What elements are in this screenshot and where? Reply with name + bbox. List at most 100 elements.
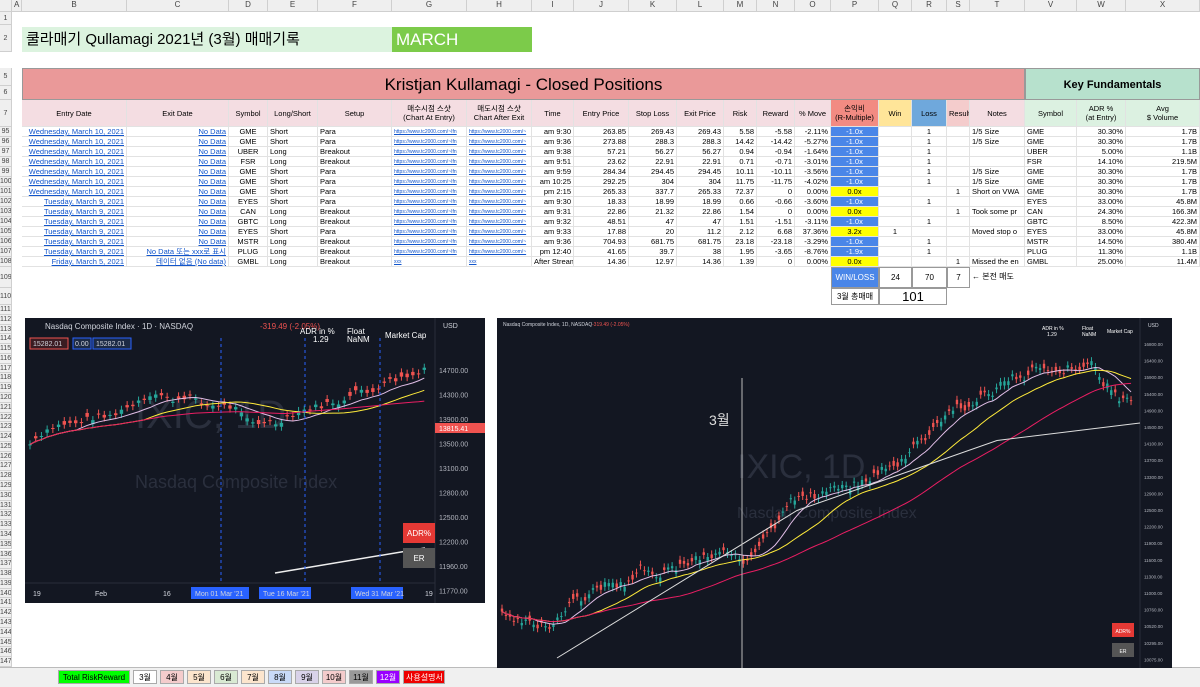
row-header: 144: [0, 627, 12, 638]
cell: EYES: [1025, 227, 1077, 237]
candle: [619, 582, 622, 587]
col-header: D: [229, 0, 268, 12]
sheet-tab[interactable]: 4월: [160, 670, 184, 684]
sheet-tab[interactable]: 사용설명서: [403, 670, 445, 684]
cell: 14.42: [724, 137, 757, 147]
button[interactable]: [403, 548, 435, 568]
candle: [710, 554, 713, 559]
cell: https://www.tc2000.com/~: [467, 217, 532, 227]
row-header: 118: [0, 373, 12, 384]
button[interactable]: [403, 523, 435, 543]
sheet-tab[interactable]: Total RiskReward: [58, 670, 130, 684]
cell: Friday, March 5, 2021: [22, 257, 127, 267]
price-label: 12200.00: [439, 540, 468, 547]
candle: [777, 515, 781, 520]
cell: 0: [757, 187, 795, 197]
price-label: 16800.00: [1144, 342, 1163, 347]
candle: [1121, 395, 1125, 399]
cell: No Data: [127, 147, 229, 157]
cell: 21.32: [629, 207, 677, 217]
candle: [615, 583, 618, 588]
cell: 18.99: [629, 197, 677, 207]
cell: 265.33: [574, 187, 629, 197]
cell: 1/5 Size: [970, 127, 1025, 137]
cell: https://www.tc2000.com/~Ifn: [392, 227, 467, 237]
button-label[interactable]: ER: [1120, 649, 1127, 655]
col-header: I: [532, 0, 574, 12]
row-header: 136: [0, 549, 12, 560]
candle: [765, 532, 769, 534]
sheet-tab[interactable]: 7월: [241, 670, 265, 684]
candle: [979, 390, 982, 395]
cell: No Data: [127, 227, 229, 237]
candle: [199, 403, 204, 405]
sheet-tab[interactable]: 9월: [295, 670, 319, 684]
col-header: F: [318, 0, 392, 12]
price-label: 14900.00: [1144, 408, 1163, 413]
sheet-tab[interactable]: 3월: [133, 670, 157, 684]
price-label: 11770.00: [439, 589, 468, 596]
cell: Para: [318, 187, 392, 197]
candle: [722, 547, 725, 551]
empty-cell: [970, 197, 1025, 207]
cell: GME: [229, 177, 268, 187]
price-label: 12500.00: [1144, 508, 1163, 513]
col-header: X: [1126, 0, 1200, 12]
candle: [623, 586, 626, 592]
cell: Breakout: [318, 257, 392, 267]
cell: Breakout: [318, 157, 392, 167]
annotation: 3월: [709, 412, 730, 428]
row-header: 113: [0, 324, 12, 335]
candle: [51, 428, 55, 430]
candle: [194, 398, 198, 400]
cell: No Data: [127, 167, 229, 177]
candle: [999, 381, 1002, 386]
cell: 22.86: [677, 207, 724, 217]
candle: [627, 580, 630, 582]
header-text: Chart After Exit: [473, 113, 525, 122]
sheet-tab[interactable]: 8월: [268, 670, 292, 684]
candle: [785, 506, 789, 508]
button[interactable]: [1112, 643, 1134, 657]
moving-average: [501, 367, 1132, 625]
sheet-tab[interactable]: 10월: [322, 670, 346, 684]
cell: 14.36: [677, 257, 724, 267]
candle: [659, 577, 662, 583]
candle: [1114, 389, 1117, 393]
candle: [108, 414, 112, 416]
cell: am 9:30: [532, 127, 574, 137]
cell: -1.0x: [831, 197, 879, 207]
cell: 273.88: [574, 137, 629, 147]
button-label[interactable]: ER: [413, 554, 424, 563]
candle: [983, 390, 986, 393]
sheet-tab[interactable]: 11월: [349, 670, 373, 684]
price-label: 14700.00: [439, 368, 468, 375]
col-header: T: [970, 0, 1025, 12]
cell: Para: [318, 177, 392, 187]
candle: [864, 478, 868, 482]
row-header: 121: [0, 402, 12, 413]
sheet-tab[interactable]: 6월: [214, 670, 238, 684]
candle: [714, 553, 717, 555]
button[interactable]: [1112, 623, 1134, 637]
candle: [769, 523, 773, 529]
row-header: 122: [0, 412, 12, 423]
candle: [422, 367, 426, 370]
cell: 0.94: [724, 147, 757, 157]
cell: 38: [677, 247, 724, 257]
candle: [682, 560, 686, 564]
candle: [85, 412, 89, 417]
candle: [971, 405, 974, 407]
button-label[interactable]: ADR%: [1115, 629, 1131, 635]
cell: 1: [912, 217, 947, 227]
price-label: 10075.00: [1144, 657, 1163, 662]
sheet-tab[interactable]: 5월: [187, 670, 211, 684]
candle: [742, 558, 745, 564]
cell: 681.75: [629, 237, 677, 247]
col-header: O: [795, 0, 831, 12]
candle: [556, 617, 559, 620]
cell: xxx: [467, 257, 532, 267]
sheet-tab[interactable]: 12월: [376, 670, 400, 684]
cell: 11.75: [724, 177, 757, 187]
button-label[interactable]: ADR%: [407, 529, 431, 538]
